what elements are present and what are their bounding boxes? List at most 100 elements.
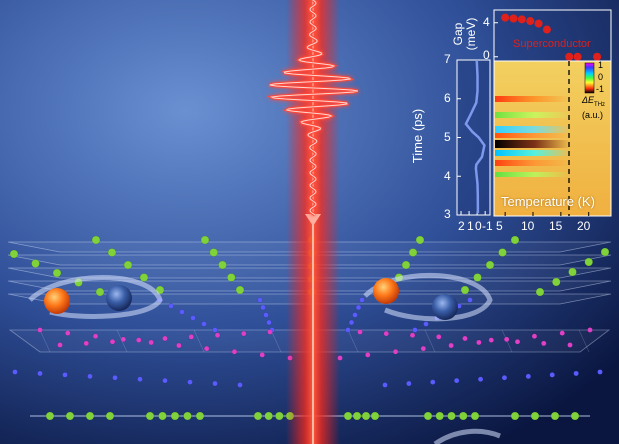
green-atom — [584, 257, 593, 267]
waveform-x-tick-minus1: -1 — [482, 219, 493, 233]
green-atom — [275, 411, 284, 421]
magenta-atom — [176, 342, 182, 349]
inset-panel — [456, 9, 612, 217]
middle-plane-grid-line — [347, 329, 359, 353]
middle-plane-grid-line — [578, 329, 590, 353]
magenta-atom — [559, 330, 565, 336]
gap-data-point — [542, 25, 551, 34]
green-atom — [91, 235, 101, 245]
colorbar-tick-minus1: -1 — [596, 84, 605, 94]
blue-atom — [37, 370, 43, 377]
magenta-atom — [57, 342, 63, 348]
gap-data-point — [565, 52, 574, 61]
gap-data-point — [593, 52, 602, 61]
middle-plane-grid-line — [39, 329, 51, 353]
green-atom — [31, 259, 40, 268]
green-atom — [570, 411, 580, 421]
blue-atom — [382, 382, 388, 388]
heatmap-band — [495, 112, 595, 118]
blue-atom — [423, 321, 429, 327]
magenta-atom — [267, 329, 273, 335]
green-atom — [107, 248, 117, 257]
green-atom — [415, 235, 425, 245]
gap-y-axis-label-line2: (meV) — [464, 17, 478, 51]
waveform-y-tick-6: 6 — [444, 91, 451, 105]
magenta-atom — [383, 330, 389, 337]
blue-atom — [345, 327, 351, 333]
heatmap-bands — [495, 96, 595, 177]
green-atom — [473, 273, 482, 282]
waveform-y-ticks — [457, 59, 461, 216]
blue-atom — [237, 382, 243, 388]
magenta-atom — [231, 349, 238, 355]
blue-atom — [355, 304, 362, 311]
green-atom — [9, 249, 19, 259]
green-atom — [485, 260, 495, 270]
magenta-atom — [148, 339, 154, 346]
magenta-atom — [448, 342, 454, 349]
colorbar-unit: (a.u.) — [582, 109, 604, 120]
blue-atom — [525, 373, 532, 380]
heatmap-x-tick-15: 15 — [549, 219, 563, 233]
green-atom — [401, 260, 411, 270]
waveform-y-tick-5: 5 — [444, 130, 451, 144]
green-atom — [435, 411, 444, 421]
blue-atom — [137, 376, 143, 382]
green-atom — [423, 411, 433, 421]
magenta-atom — [37, 327, 43, 333]
green-atom — [218, 260, 227, 270]
green-atom — [200, 235, 210, 245]
green-atom — [195, 411, 205, 421]
blue-atom — [348, 319, 355, 326]
magenta-atom — [241, 330, 247, 337]
blue-atom — [597, 369, 603, 375]
green-atom — [209, 248, 218, 257]
green-atom — [535, 287, 545, 297]
green-atom — [510, 411, 520, 421]
colorbar-tick-0: 0 — [598, 72, 604, 82]
blue-atom — [212, 327, 218, 333]
green-atom — [550, 411, 560, 421]
heatmap-band — [495, 133, 595, 138]
blue-atom — [190, 315, 196, 321]
gap-y-ticks — [494, 22, 498, 58]
gap-data-point — [501, 13, 510, 22]
magenta-atom — [436, 334, 442, 340]
magenta-atom — [92, 333, 99, 339]
green-atom — [123, 260, 133, 270]
magenta-atom — [214, 332, 221, 338]
blue-atom — [467, 297, 473, 303]
gap-data-point — [534, 19, 543, 28]
green-atom — [460, 285, 470, 295]
green-atom — [95, 287, 105, 297]
gap-y-axis-label-line1: Gap — [451, 22, 465, 46]
green-atom — [408, 248, 418, 257]
blue-atom — [168, 303, 174, 309]
blue-atom — [112, 375, 118, 381]
heatmap-x-tick-5: 5 — [496, 219, 503, 233]
middle-plane-grid-line — [270, 329, 282, 353]
middle-plane-grid-line — [193, 329, 205, 353]
magenta-atom — [587, 327, 593, 333]
blue-atom — [162, 377, 168, 384]
gap-y-axis-label: Gap (meV) — [451, 4, 478, 64]
magenta-atom — [120, 336, 127, 343]
waveform-y-tick-3: 3 — [444, 207, 451, 221]
laser-arrow-head — [305, 214, 321, 226]
blue-atom — [187, 379, 193, 385]
magenta-atom — [162, 335, 168, 342]
magenta-atom — [567, 342, 573, 348]
cooper-pair-right — [363, 272, 493, 322]
green-atom — [183, 411, 192, 421]
heatmap-x-axis-label: Temperature (K) — [501, 194, 595, 209]
colorbar — [584, 62, 595, 94]
blue-atom — [62, 372, 68, 378]
blue-atom — [573, 370, 579, 377]
green-atom — [568, 267, 577, 277]
electron-orange-left — [44, 288, 70, 314]
gap-data-point — [526, 17, 535, 26]
blue-atom — [212, 380, 218, 387]
magenta-atom — [136, 337, 142, 343]
magenta-atom — [462, 335, 468, 342]
